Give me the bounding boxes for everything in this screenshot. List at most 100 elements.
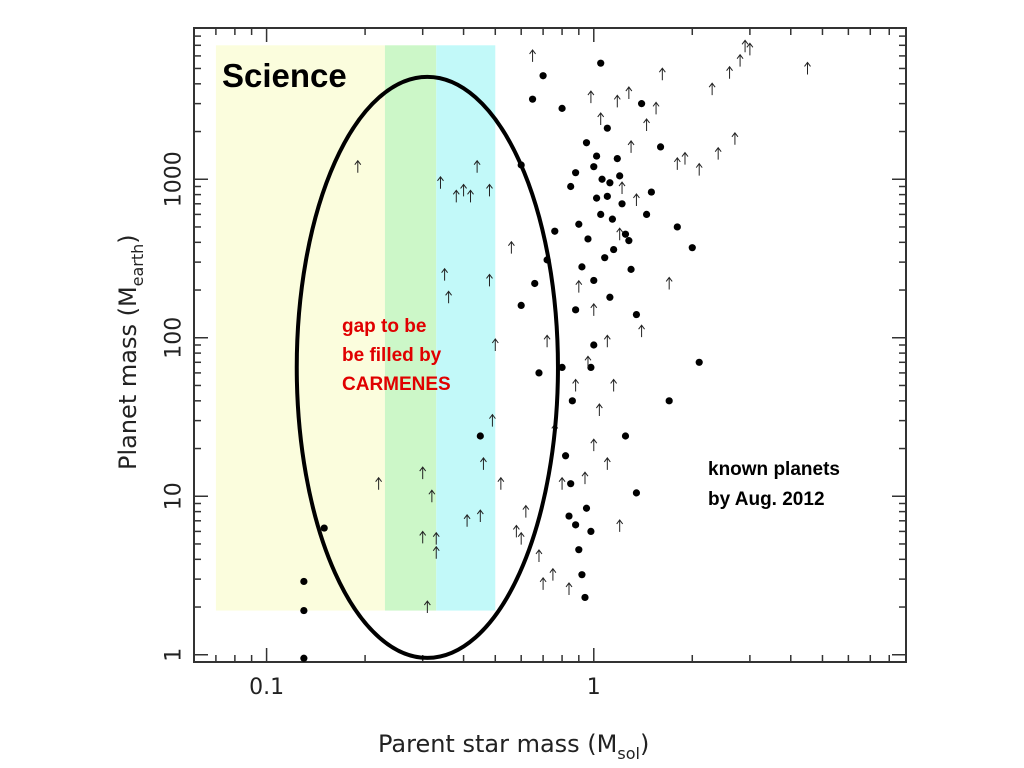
planet-lower-limit-arrow (681, 151, 689, 165)
planet-point (590, 276, 598, 285)
planet-point (300, 606, 308, 615)
planet-lower-limit-arrow (627, 140, 635, 153)
planet-point (300, 654, 308, 662)
mass-range-bands (215, 45, 496, 611)
planet-point (567, 182, 575, 191)
planet-point (531, 279, 539, 288)
planet-lower-limit-arrow (575, 279, 583, 293)
planet-lower-limit-arrow (673, 157, 681, 170)
planet-lower-limit-arrow (590, 438, 598, 452)
planet-lower-limit-arrow (354, 159, 362, 173)
tick-labels: 0.1 1 1 10 100 1000 (162, 151, 601, 700)
planet-lower-limit-arrow (597, 112, 605, 125)
planet-lower-limit-arrow (543, 334, 551, 348)
planet-point (590, 341, 598, 349)
planet-point (665, 397, 673, 405)
planet-point (613, 154, 621, 163)
planet-lower-limit-arrow (708, 82, 716, 96)
planet-lower-limit-arrow (616, 519, 624, 532)
planet-lower-limit-arrow (463, 513, 471, 527)
planet-point (592, 152, 601, 160)
planet-point (597, 210, 605, 219)
known-planets-line-1: known planets (708, 459, 840, 480)
planet-lower-limit-arrow (428, 489, 436, 503)
planet-point (568, 397, 576, 405)
planet-lower-limit-arrow (467, 189, 474, 203)
gap-label-line-1: gap to be (342, 316, 426, 337)
planet-lower-limit-arrow (603, 457, 611, 470)
planet-lower-limit-arrow (633, 193, 640, 206)
planet-lower-limit-arrow (432, 545, 440, 559)
planet-lower-limit-arrow (638, 324, 645, 338)
planet-point (584, 235, 592, 243)
planet-lower-limit-arrow (452, 189, 460, 203)
planet-lower-limit-arrow (491, 338, 499, 351)
planet-lower-limit-arrow (549, 567, 557, 581)
planet-point (587, 527, 595, 536)
planet-lower-limit-arrow (437, 175, 444, 189)
gap-label-line-3: CARMENES (342, 374, 451, 395)
planet-point (575, 220, 583, 228)
planet-lower-limit-arrow (665, 276, 673, 290)
planet-point (625, 237, 633, 245)
planet-lower-limit-arrow (587, 90, 595, 104)
planet-point (610, 245, 618, 254)
planet-point (656, 143, 665, 151)
planet-lower-limit-arrow (522, 504, 530, 518)
planet-point (621, 230, 630, 238)
planet-lower-limit-arrow (726, 65, 733, 79)
planet-lower-limit-arrow (652, 101, 660, 115)
planet-point (601, 254, 609, 262)
planet-point (528, 95, 537, 103)
planet-lower-limit-arrow (565, 582, 573, 595)
planet-lower-limit-arrow (643, 118, 650, 131)
planet-point (558, 104, 566, 112)
planet-lower-limit-arrow (535, 549, 543, 562)
planet-point (561, 452, 570, 460)
planet-point (637, 100, 646, 108)
planet-lower-limit-arrow (572, 378, 580, 392)
planet-point (578, 571, 586, 579)
planet-point (673, 223, 681, 231)
planet-lower-limit-arrow (419, 466, 427, 480)
planet-point (603, 192, 611, 200)
planet-lower-limit-arrow (489, 413, 496, 427)
planet-lower-limit-arrow (507, 240, 515, 254)
x-axis-title: Parent star mass (Msol) (378, 730, 649, 763)
carmenes-target-ellipse (294, 74, 560, 660)
planet-point (476, 432, 484, 440)
planet-point (606, 179, 614, 187)
y-tick-label: 10 (162, 482, 187, 510)
planet-point (572, 169, 580, 177)
planet-point (587, 363, 595, 372)
planet-point (608, 215, 616, 223)
planet-points (300, 59, 703, 662)
planet-lower-limit-arrow (375, 476, 383, 490)
planet-point (603, 124, 611, 132)
planet-point (565, 512, 573, 520)
planet-point (575, 546, 583, 554)
planet-lower-limit-arrow (539, 577, 547, 590)
y-tick-label: 100 (162, 317, 187, 359)
planet-lower-limit-arrow (613, 94, 621, 108)
planet-lower-limit-arrow (558, 476, 566, 490)
planet-point (647, 188, 655, 196)
gap-label-line-2: be filled by (342, 345, 442, 366)
planet-lower-limit-arrow (590, 303, 598, 316)
planet-point (572, 521, 580, 529)
planet-lower-limit-arrow (460, 183, 467, 197)
planet-point (581, 593, 589, 602)
planet-point (598, 175, 606, 183)
planet-point (627, 265, 635, 273)
planet-point (606, 293, 614, 301)
science-label: Science (222, 57, 347, 94)
planet-lower-limit-arrow (529, 49, 536, 62)
planet-lower-limit-arrow (445, 290, 453, 304)
planet-point (567, 480, 575, 488)
planet-point (616, 172, 624, 180)
planet-lower-limit-arrow (517, 531, 525, 545)
planet-lower-limit-arrow (746, 42, 754, 56)
planet-lower-limit-arrow (618, 181, 626, 195)
planet-point (618, 200, 626, 208)
